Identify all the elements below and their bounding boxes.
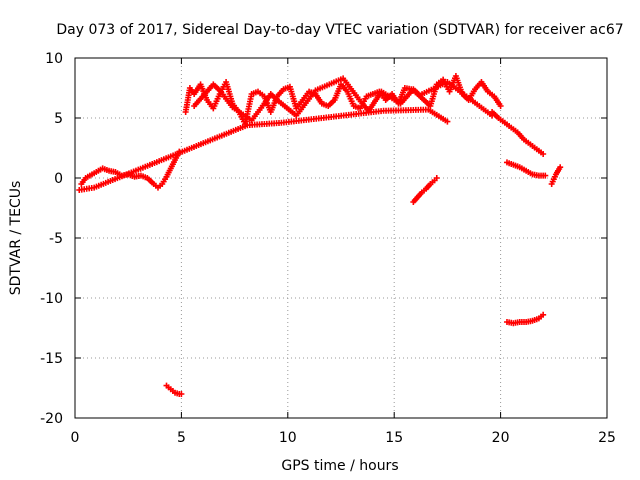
axis-ticks: 0 5 10 15 20 25 -20 -15 -10 -5 0 5 10 xyxy=(40,51,616,446)
y-tick-label: -10 xyxy=(40,291,63,307)
chart-title: Day 073 of 2017, Sidereal Day-to-day VTE… xyxy=(56,22,623,38)
x-tick-label: 15 xyxy=(385,430,403,446)
x-tick-label: 25 xyxy=(598,430,616,446)
data-point xyxy=(540,311,547,318)
series-outliers xyxy=(76,106,451,193)
y-tick-label: -5 xyxy=(49,231,63,247)
series-low-arc xyxy=(163,382,185,397)
series-decline xyxy=(489,109,547,157)
y-tick-label: 5 xyxy=(54,111,63,127)
series-day-band-lines xyxy=(191,75,496,124)
y-tick-label: 0 xyxy=(54,171,63,187)
y-tick-label: -20 xyxy=(40,411,63,427)
x-tick-label: 20 xyxy=(492,430,510,446)
data-points xyxy=(76,73,564,397)
data-point xyxy=(540,151,547,157)
x-tick-label: 0 xyxy=(71,430,80,446)
x-tick-label: 10 xyxy=(279,430,297,446)
series-late-arc xyxy=(548,164,564,187)
data-point xyxy=(557,164,564,171)
y-tick-label: 10 xyxy=(45,51,63,67)
data-point xyxy=(178,391,185,397)
y-tick-label: -15 xyxy=(40,351,63,367)
data-point xyxy=(542,172,549,179)
x-tick-label: 5 xyxy=(177,430,186,446)
series-neg-arc xyxy=(503,311,547,327)
data-point xyxy=(497,103,504,109)
series-mid-arc xyxy=(410,175,440,205)
series-tail xyxy=(503,159,549,179)
x-axis-label: GPS time / hours xyxy=(281,458,398,474)
series-day-band xyxy=(182,73,504,127)
data-point xyxy=(433,175,440,181)
y-axis-label: SDTVAR / TECUs xyxy=(8,181,24,296)
data-point xyxy=(444,118,451,125)
series-early-band xyxy=(78,148,183,191)
